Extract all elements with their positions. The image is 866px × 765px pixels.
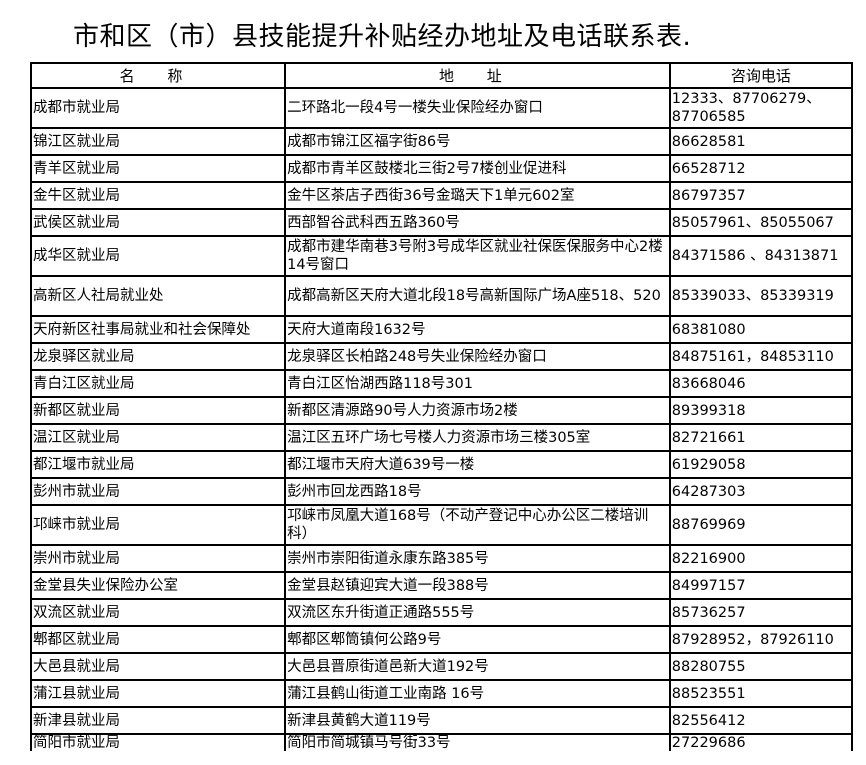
cell-phone: 68381080 <box>668 315 854 344</box>
cell-phone: 88769969 <box>668 504 854 546</box>
table-row: 金堂县失业保险办公室 金堂县赵镇迎宾大道一段388号 84997157 <box>29 571 854 600</box>
cell-phone: 27229686 <box>668 733 854 751</box>
cell-name: 锦江区就业局 <box>29 127 287 156</box>
table-row: 都江堰市就业局 都江堰市天府大道639号一楼 61929058 <box>29 450 854 479</box>
table-row: 邛崃市就业局 邛崃市凤凰大道168号（不动产登记中心办公区二楼培训科） 887699… <box>29 504 854 546</box>
table-row: 成都市就业局 二环路北一段4号一楼失业保险经办窗口 12333、87706279、8… <box>29 87 854 129</box>
table-row: 温江区就业局 温江区五环广场七号楼人力资源市场三楼305室 82721661 <box>29 423 854 452</box>
cell-address: 新都区清源路90号人力资源市场2楼 <box>284 396 671 425</box>
table-row: 新都区就业局 新都区清源路90号人力资源市场2楼 89399318 <box>29 396 854 425</box>
cell-name: 邛崃市就业局 <box>29 504 287 546</box>
cell-phone: 64287303 <box>668 477 854 506</box>
cell-name: 双流区就业局 <box>29 598 287 627</box>
cell-address: 都江堰市天府大道639号一楼 <box>284 450 671 479</box>
cell-phone: 85339033、85339319 <box>668 275 854 317</box>
cell-phone: 86797357 <box>668 181 854 210</box>
table-row: 大邑县就业局 大邑县晋原街道邑新大道192号 88280755 <box>29 652 854 681</box>
cell-address: 大邑县晋原街道邑新大道192号 <box>284 652 671 681</box>
table-row: 青白江区就业局 青白江区怡湖西路118号301 83668046 <box>29 369 854 398</box>
cell-phone: 82216900 <box>668 544 854 573</box>
cell-phone: 84875161，84853110 <box>668 342 854 371</box>
cell-address: 龙泉驿区长柏路248号失业保险经办窗口 <box>284 342 671 371</box>
cell-address: 成都高新区天府大道北段18号高新国际广场A座518、520 <box>284 275 671 317</box>
cell-address: 彭州市回龙西路18号 <box>284 477 671 506</box>
cell-address: 金牛区茶店子西街36号金璐天下1单元602室 <box>284 181 671 210</box>
cell-name: 天府新区社事局就业和社会保障处 <box>29 315 287 344</box>
header-name: 名 称 <box>29 62 287 89</box>
cell-address: 成都市锦江区福字街86号 <box>284 127 671 156</box>
table-row: 崇州市就业局 崇州市崇阳街道永康东路385号 82216900 <box>29 544 854 573</box>
table-row: 金牛区就业局 金牛区茶店子西街36号金璐天下1单元602室 86797357 <box>29 181 854 210</box>
cell-phone: 66528712 <box>668 154 854 183</box>
cell-name: 简阳市就业局 <box>29 733 287 751</box>
cell-address: 金堂县赵镇迎宾大道一段388号 <box>284 571 671 600</box>
cell-name: 成都市就业局 <box>29 87 287 129</box>
cell-address: 成都市青羊区鼓楼北三街2号7楼创业促进科 <box>284 154 671 183</box>
table-header-row: 名 称 地 址 咨询电话 <box>29 62 854 89</box>
table-row: 郫都区就业局 郫都区郫筒镇何公路9号 87928952，87926110 <box>29 625 854 654</box>
cell-phone: 84997157 <box>668 571 854 600</box>
cell-name: 金牛区就业局 <box>29 181 287 210</box>
cell-phone: 84371586 、84313871 <box>668 235 854 277</box>
header-phone: 咨询电话 <box>668 62 854 89</box>
table-row: 武侯区就业局 西部智谷武科西五路360号 85057961、85055067 <box>29 208 854 237</box>
cell-address: 郫都区郫筒镇何公路9号 <box>284 625 671 654</box>
document-title: 市和区（市）县技能提升补贴经办地址及电话联系表. <box>73 22 692 52</box>
cell-phone: 88280755 <box>668 652 854 681</box>
cell-address: 青白江区怡湖西路118号301 <box>284 369 671 398</box>
cell-address: 温江区五环广场七号楼人力资源市场三楼305室 <box>284 423 671 452</box>
cell-name: 新津县就业局 <box>29 706 287 735</box>
cell-name: 龙泉驿区就业局 <box>29 342 287 371</box>
cell-phone: 82721661 <box>668 423 854 452</box>
cell-name: 新都区就业局 <box>29 396 287 425</box>
cell-name: 郫都区就业局 <box>29 625 287 654</box>
cell-name: 高新区人社局就业处 <box>29 275 287 317</box>
cell-name: 金堂县失业保险办公室 <box>29 571 287 600</box>
cell-name: 青白江区就业局 <box>29 369 287 398</box>
table-row: 成华区就业局 成都市建华南巷3号附3号成华区就业社保医保服务中心2楼14号窗口 84… <box>29 235 854 277</box>
cell-phone: 82556412 <box>668 706 854 735</box>
table-row: 锦江区就业局 成都市锦江区福字街86号 86628581 <box>29 127 854 156</box>
cell-name: 大邑县就业局 <box>29 652 287 681</box>
cell-name: 蒲江县就业局 <box>29 679 287 708</box>
cell-phone: 86628581 <box>668 127 854 156</box>
table-row: 青羊区就业局 成都市青羊区鼓楼北三街2号7楼创业促进科 66528712 <box>29 154 854 183</box>
table-row: 天府新区社事局就业和社会保障处 天府大道南段1632号 68381080 <box>29 315 854 344</box>
cell-phone: 89399318 <box>668 396 854 425</box>
cell-address: 二环路北一段4号一楼失业保险经办窗口 <box>284 87 671 129</box>
table-row: 双流区就业局 双流区东升街道正通路555号 85736257 <box>29 598 854 627</box>
cell-phone: 61929058 <box>668 450 854 479</box>
cell-phone: 12333、87706279、87706585 <box>668 87 854 129</box>
cell-name: 都江堰市就业局 <box>29 450 287 479</box>
cell-address: 邛崃市凤凰大道168号（不动产登记中心办公区二楼培训科） <box>284 504 671 546</box>
cell-phone: 83668046 <box>668 369 854 398</box>
cell-address: 天府大道南段1632号 <box>284 315 671 344</box>
cell-name: 温江区就业局 <box>29 423 287 452</box>
cell-name: 青羊区就业局 <box>29 154 287 183</box>
cell-address: 崇州市崇阳街道永康东路385号 <box>284 544 671 573</box>
cell-name: 武侯区就业局 <box>29 208 287 237</box>
cell-address: 西部智谷武科西五路360号 <box>284 208 671 237</box>
header-address: 地 址 <box>284 62 671 89</box>
cell-address: 成都市建华南巷3号附3号成华区就业社保医保服务中心2楼14号窗口 <box>284 235 671 277</box>
cell-name: 崇州市就业局 <box>29 544 287 573</box>
table-row: 新津县就业局 新津县黄鹤大道119号 82556412 <box>29 706 854 735</box>
cell-phone: 87928952，87926110 <box>668 625 854 654</box>
cell-name: 成华区就业局 <box>29 235 287 277</box>
table-row: 蒲江县就业局 蒲江县鹤山街道工业南路 16号 88523551 <box>29 679 854 708</box>
cell-address: 蒲江县鹤山街道工业南路 16号 <box>284 679 671 708</box>
cell-phone: 88523551 <box>668 679 854 708</box>
cell-name: 彭州市就业局 <box>29 477 287 506</box>
cell-phone: 85057961、85055067 <box>668 208 854 237</box>
cell-address: 简阳市简城镇马号街33号 <box>284 733 671 751</box>
table-row: 彭州市就业局 彭州市回龙西路18号 64287303 <box>29 477 854 506</box>
cell-address: 新津县黄鹤大道119号 <box>284 706 671 735</box>
cell-address: 双流区东升街道正通路555号 <box>284 598 671 627</box>
table-row: 简阳市就业局 简阳市简城镇马号街33号 27229686 <box>29 733 854 751</box>
contact-table: 名 称 地 址 咨询电话 成都市就业局 二环路北一段4号一楼失业保险经办窗口 123… <box>29 62 854 751</box>
table-row: 龙泉驿区就业局 龙泉驿区长柏路248号失业保险经办窗口 84875161，84853… <box>29 342 854 371</box>
table-row: 高新区人社局就业处 成都高新区天府大道北段18号高新国际广场A座518、520 85… <box>29 275 854 317</box>
cell-phone: 85736257 <box>668 598 854 627</box>
